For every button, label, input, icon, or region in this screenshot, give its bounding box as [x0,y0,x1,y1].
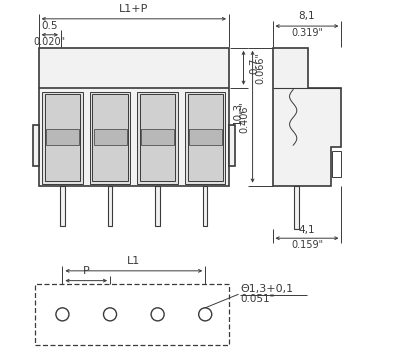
Text: 0.159": 0.159" [291,240,323,250]
Bar [294,186,299,229]
Text: 0.406": 0.406" [239,101,249,133]
Circle shape [56,308,69,321]
Text: L1: L1 [127,256,140,266]
Bar [141,129,174,145]
Text: 8,1: 8,1 [299,11,315,21]
Bar [94,129,126,145]
Bar [185,92,225,184]
Bar [229,125,235,166]
Bar [90,92,130,184]
Bar [189,129,222,145]
Bar [108,186,112,226]
Bar [92,94,128,181]
Bar [203,186,207,226]
Bar [39,48,229,186]
Text: 0.7: 0.7 [249,58,259,74]
Bar [188,94,223,181]
Text: 10,3: 10,3 [233,102,243,124]
Bar [46,129,79,145]
Bar [45,94,80,181]
Polygon shape [272,48,342,186]
Circle shape [151,308,164,321]
Text: 0.020": 0.020" [34,37,66,47]
Bar [138,92,178,184]
Text: 0.5: 0.5 [42,21,58,31]
Text: 0.051": 0.051" [240,294,274,304]
Bar [156,186,160,226]
Text: P: P [83,266,90,276]
Bar [332,151,342,177]
Bar [35,284,229,345]
Circle shape [199,308,212,321]
Bar [140,94,175,181]
Bar [60,186,65,226]
Text: 4,1: 4,1 [299,225,315,234]
Text: 0.319": 0.319" [291,28,323,38]
Text: L1+P: L1+P [119,4,148,14]
Text: 0.066": 0.066" [256,52,266,84]
Bar [33,125,39,166]
Bar [42,92,82,184]
Text: Θ1,3+0,1: Θ1,3+0,1 [240,284,293,294]
Circle shape [104,308,116,321]
